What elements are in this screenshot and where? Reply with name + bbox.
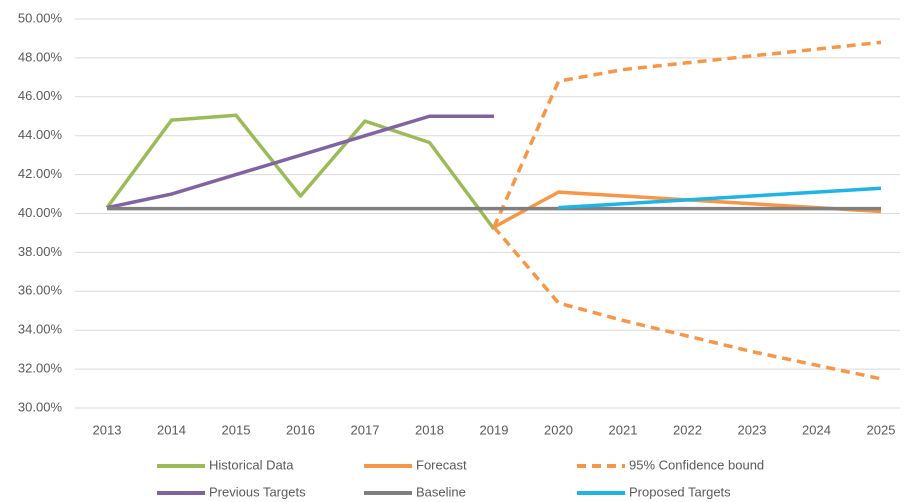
y-tick-label: 38.00% (18, 244, 63, 259)
x-tick-label: 2017 (351, 422, 380, 437)
x-tick-label: 2018 (415, 422, 444, 437)
series-line (492, 40, 882, 228)
x-tick-label: 2020 (544, 422, 573, 437)
x-tick-label: 2013 (93, 422, 122, 437)
y-tick-label: 46.00% (18, 88, 63, 103)
legend-label: 95% Confidence bound (629, 457, 764, 472)
series-line (492, 225, 882, 381)
x-tick-label: 2023 (738, 422, 767, 437)
series-line (106, 114, 494, 210)
legend-label: Forecast (416, 457, 467, 472)
y-tick-label: 32.00% (18, 361, 63, 376)
series-line (105, 113, 496, 231)
y-tick-label: 44.00% (18, 127, 63, 142)
x-tick-label: 2016 (286, 422, 315, 437)
x-tick-label: 2024 (802, 422, 831, 437)
legend-label: Previous Targets (209, 484, 306, 499)
legend-label: Baseline (416, 484, 466, 499)
y-tick-label: 42.00% (18, 166, 63, 181)
x-tick-label: 2022 (673, 422, 702, 437)
y-tick-label: 50.00% (18, 10, 63, 25)
x-tick-label: 2025 (867, 422, 896, 437)
x-tick-label: 2014 (157, 422, 186, 437)
y-tick-label: 36.00% (18, 283, 63, 298)
x-tick-label: 2015 (222, 422, 251, 437)
legend-label: Proposed Targets (629, 484, 731, 499)
y-tick-label: 48.00% (18, 49, 63, 64)
legend-label: Historical Data (209, 457, 294, 472)
series-line (558, 186, 882, 210)
x-tick-label: 2019 (480, 422, 509, 437)
y-tick-label: 34.00% (18, 322, 63, 337)
y-tick-label: 40.00% (18, 205, 63, 220)
x-tick-label: 2021 (609, 422, 638, 437)
y-tick-label: 30.00% (18, 399, 63, 414)
